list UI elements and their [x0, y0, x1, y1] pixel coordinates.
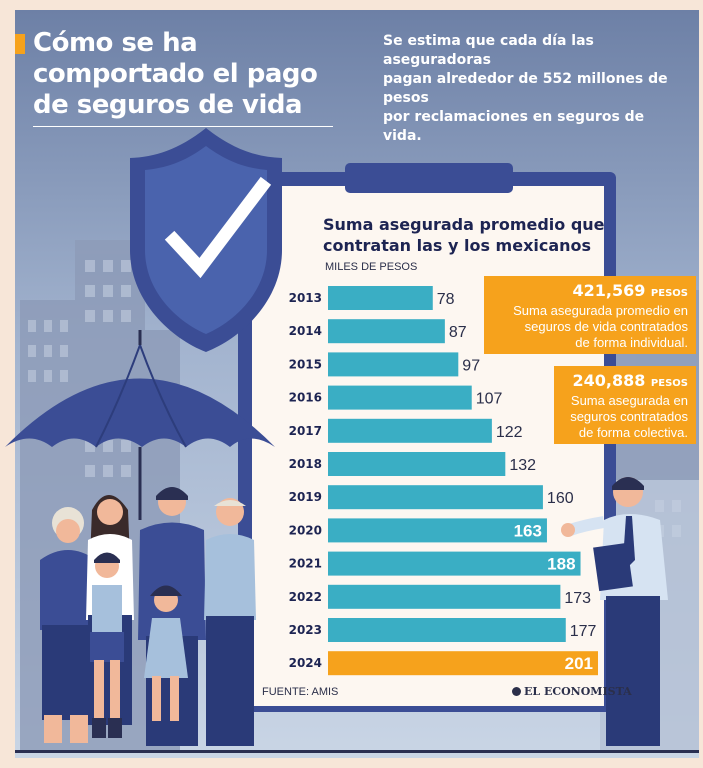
subtitle-line-2: pagan alrededor de 552 millones de pesos [383, 71, 668, 106]
callout-individual-number: 421,569 [572, 281, 646, 300]
category-label-2017: 2017 [289, 424, 322, 438]
bar-2017 [328, 418, 492, 443]
value-label-2020: 163 [514, 521, 542, 540]
bar-2020 [328, 518, 547, 543]
title-divider [33, 126, 333, 127]
category-label-2016: 2016 [289, 391, 322, 405]
callout-collective-number: 240,888 [572, 371, 646, 390]
title-line-1: Cómo se ha [33, 28, 198, 58]
bar-2022 [328, 584, 561, 609]
title-line-3: de seguros de vida [33, 90, 303, 120]
value-label-2022: 173 [564, 590, 591, 607]
clipboard-clip [345, 163, 513, 193]
value-label-2019: 160 [547, 490, 574, 507]
callout-individual-unit: PESOS [650, 288, 688, 299]
bar-2023 [328, 618, 566, 642]
callout-individual-text-3: de forma individual. [575, 335, 688, 350]
value-label-2015: 97 [462, 357, 480, 374]
value-label-2023: 177 [570, 623, 597, 640]
value-label-2021: 188 [547, 555, 575, 574]
page-title: Cómo se ha comportado el pago de seguros… [33, 28, 343, 121]
callout-collective-unit: PESOS [650, 378, 688, 389]
category-label-2021: 2021 [289, 557, 322, 571]
chart-title-line-2: contratan las y los mexicanos [323, 236, 592, 255]
category-label-2022: 2022 [289, 590, 322, 604]
bar-2015 [328, 352, 459, 377]
subtitle: Se estima que cada día las aseguradoras … [383, 32, 683, 146]
source-note: FUENTE: AMIS [262, 686, 339, 698]
subtitle-line-1: Se estima que cada día las aseguradoras [383, 33, 594, 68]
callout-collective: 240,888 PESOS Suma asegurada en seguros … [554, 366, 696, 444]
bar-2021 [328, 551, 581, 576]
brand-logo: EL ECONOMISTA [512, 685, 632, 698]
value-label-2018: 132 [509, 457, 536, 474]
value-label-2024: 201 [565, 654, 593, 673]
value-label-2014: 87 [449, 324, 467, 341]
category-label-2015: 2015 [289, 357, 322, 371]
callout-collective-text-2: seguros contratados [570, 409, 688, 424]
bar-2019 [328, 485, 543, 510]
bar-2016 [328, 385, 472, 410]
callout-individual: 421,569 PESOS Suma asegurada promedio en… [484, 276, 696, 354]
agent-illustration [561, 477, 668, 746]
category-label-2024: 2024 [289, 656, 322, 670]
bar-2014 [328, 319, 445, 344]
brand-dot-icon [512, 687, 521, 696]
category-label-2018: 2018 [289, 457, 322, 471]
title-line-2: comportado el pago [33, 59, 318, 89]
value-label-2013: 78 [437, 291, 455, 308]
callout-individual-text-1: Suma asegurada promedio en [513, 303, 688, 318]
chart-title: Suma asegurada promedio que contratan la… [323, 214, 623, 256]
callout-individual-text-2: seguros de vida contratados [524, 319, 688, 334]
callout-individual-value: 421,569 PESOS [492, 282, 688, 303]
units-label: MILES DE PESOS [325, 261, 418, 273]
category-label-2020: 2020 [289, 523, 322, 537]
subtitle-line-3: por reclamaciones en seguros de vida. [383, 109, 645, 144]
category-label-2023: 2023 [289, 623, 322, 637]
title-accent [15, 34, 25, 54]
callout-collective-text-1: Suma asegurada en [570, 393, 688, 408]
callout-collective-value: 240,888 PESOS [562, 372, 688, 393]
brand-name: EL ECONOMISTA [524, 685, 632, 698]
value-label-2017: 122 [496, 424, 523, 441]
category-label-2013: 2013 [289, 291, 322, 305]
callout-collective-text-3: de forma colectiva. [578, 425, 688, 440]
bar-2013 [328, 286, 433, 310]
chart-title-line-1: Suma asegurada promedio que [323, 215, 605, 234]
value-label-2016: 107 [476, 391, 503, 408]
family-illustration [40, 487, 256, 746]
ground-line [15, 750, 699, 753]
bar-2024 [328, 651, 598, 676]
bar-2018 [328, 452, 506, 476]
category-label-2019: 2019 [289, 490, 322, 504]
shield-check-icon [130, 128, 282, 352]
umbrella-icon [5, 330, 275, 520]
category-label-2014: 2014 [289, 324, 322, 338]
